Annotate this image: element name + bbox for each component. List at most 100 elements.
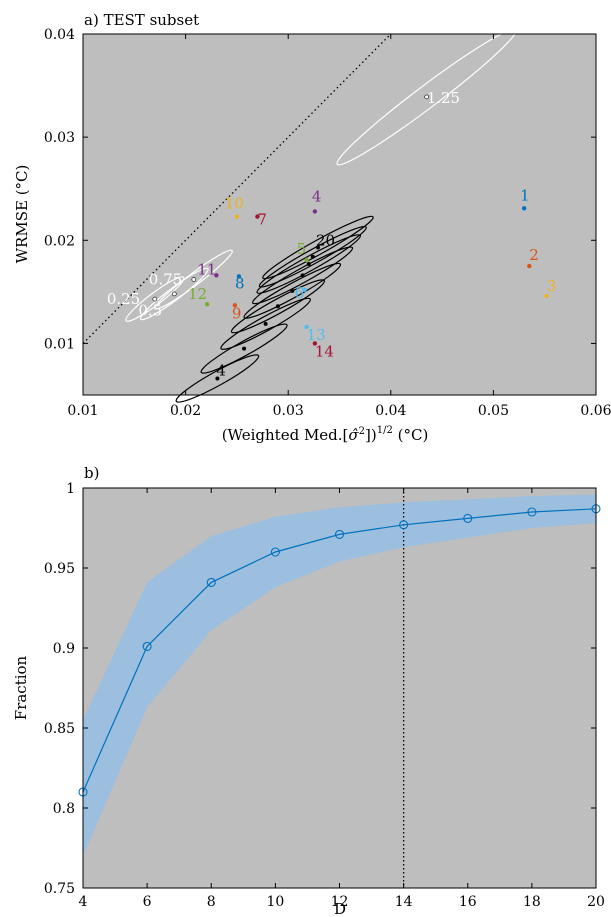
white-center-point: [152, 296, 158, 302]
white-ellipse-group: [125, 28, 518, 322]
black-ellipse-label: 4: [216, 361, 226, 379]
white-ellipse: [336, 28, 518, 166]
colored-points: [204, 206, 549, 346]
x-tick-label: 20: [587, 894, 605, 910]
confidence-band: [83, 494, 596, 856]
point-label-9: 9: [232, 304, 242, 322]
y-tick-label: 0.03: [44, 130, 75, 146]
one-to-one-dotted-line: [82, 33, 392, 344]
series-marker: [527, 507, 537, 517]
white-ellipse: [154, 249, 233, 310]
y-tick-label: 0.9: [53, 641, 75, 657]
x-tick-label: 0.04: [375, 403, 406, 419]
point-13: [304, 324, 309, 330]
white-center-point: [191, 277, 197, 282]
y-tick-label: 0.75: [44, 881, 75, 897]
panel-b-ylabel: Fraction: [12, 655, 30, 720]
panel-b-frame: [82, 487, 597, 889]
white-ellipse: [139, 267, 209, 321]
series-marker: [206, 577, 216, 587]
y-tick-label: 0.02: [44, 233, 75, 249]
black-center-point: [310, 254, 315, 259]
point-7: [255, 214, 260, 219]
panel-b-xlabel: D: [334, 900, 346, 917]
panel-b-ticks: 4 6 8 10 12 14 16 18 20 0.75 0.8 0.85 0.9 0.95 1: [44, 481, 605, 910]
point-12: [204, 302, 210, 307]
black-ellipse: [258, 225, 367, 288]
panel-b-title: b): [84, 464, 99, 482]
white-center-point: [424, 94, 430, 100]
black-ellipse: [230, 279, 326, 334]
y-tick-label: 0.04: [44, 27, 75, 43]
point-label-7: 7: [257, 211, 267, 229]
point-5: [304, 257, 309, 263]
x-tick-label: 12: [331, 894, 349, 910]
black-ellipse: [262, 215, 374, 280]
point-8: [236, 274, 242, 279]
x-tick-label: 14: [395, 894, 413, 910]
black-center-point: [242, 346, 247, 351]
x-tick-label: 0.01: [67, 403, 98, 419]
x-tick-label: 0.02: [170, 403, 201, 419]
point-label-1: 1: [520, 186, 530, 204]
series-marker: [399, 520, 409, 530]
point-label-4: 4: [312, 187, 322, 205]
series-line: [82, 508, 597, 793]
point-label-8: 8: [235, 274, 245, 292]
black-ellipse: [243, 262, 342, 319]
white-ellipse-label: 0.75: [149, 270, 182, 288]
panel-a-frame: [82, 33, 597, 396]
black-ellipse-label: 20: [316, 232, 335, 250]
black-center-point: [215, 376, 220, 381]
white-center-point: [172, 291, 177, 297]
white-ellipse: [125, 276, 185, 322]
black-ellipse: [200, 323, 288, 374]
x-tick-label: 6: [143, 894, 152, 910]
x-tick-label: 8: [207, 894, 216, 910]
series-marker: [270, 547, 280, 557]
black-center-point: [300, 273, 305, 278]
x-tick-label: 10: [266, 894, 284, 910]
point-label-10: 10: [225, 195, 244, 213]
white-ellipse-label: 0.25: [107, 290, 140, 308]
point-10: [234, 214, 240, 219]
black-center-point: [315, 245, 320, 250]
black-ellipse: [251, 246, 354, 305]
panel-a-title: a) TEST subset: [84, 11, 199, 29]
black-center-point: [275, 304, 280, 309]
point-14: [312, 341, 318, 346]
panel-b-line: 4 6 8 10 12 14 16 18 200.750.80.850.90.951 b) D …: [12, 464, 605, 917]
point-11: [214, 273, 219, 278]
ellipse-center-points: [152, 94, 430, 381]
black-ellipse: [256, 234, 362, 294]
panel-a-ticks: 0.01 0.02 0.03 0.04 0.05 0.06 0.01 0.02 0.03 0.04: [44, 27, 611, 419]
y-tick-label: 0.95: [44, 561, 75, 577]
y-tick-label: 0.85: [44, 721, 75, 737]
y-tick-label: 0.8: [53, 801, 75, 817]
panel-a-ylabel: WRMSE (°C): [13, 165, 31, 264]
point-label-6: 6: [295, 284, 305, 302]
y-tick-label: 0.01: [44, 336, 75, 352]
black-center-point: [306, 262, 311, 267]
black-ellipse: [220, 297, 311, 350]
black-ellipse-group: [175, 215, 374, 403]
panel-a-xlabel: (Weighted Med.[σ̂2])1/2 (°C): [222, 425, 429, 444]
white-ellipse-label: 0.5: [138, 301, 162, 319]
x-tick-label: 4: [79, 894, 88, 910]
point-label-13: 13: [307, 326, 326, 344]
point-3: [544, 293, 549, 299]
point-label-11: 11: [197, 260, 216, 278]
series-marker: [142, 641, 152, 651]
series-marker: [334, 529, 345, 539]
white-ellipse-label: 1.25: [427, 89, 460, 107]
point-label-5: 5: [297, 240, 307, 258]
point-label-3: 3: [547, 277, 557, 295]
point-9: [232, 303, 238, 308]
point-1: [521, 206, 527, 211]
black-ellipse: [175, 354, 260, 403]
point-label-12: 12: [188, 285, 207, 303]
x-tick-label: 16: [459, 894, 477, 910]
